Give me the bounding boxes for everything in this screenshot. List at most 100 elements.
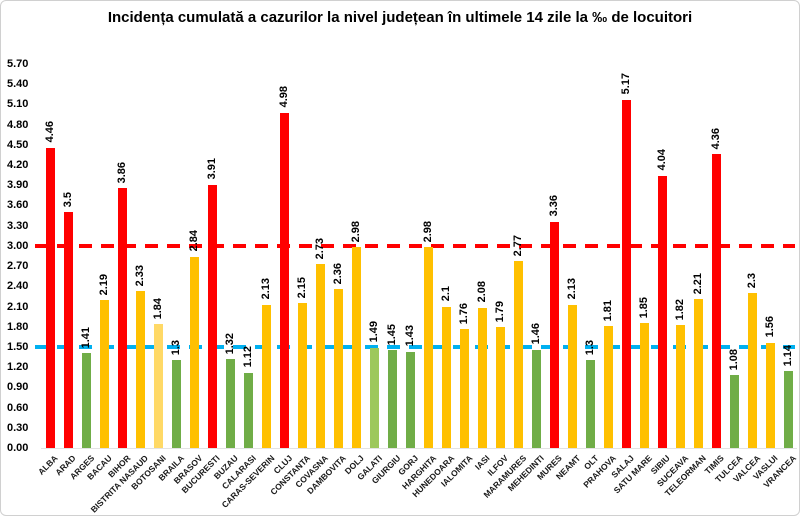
y-axis-tick-label: 2.70 [7,260,29,273]
y-axis-tick-label: 1.80 [7,320,29,333]
bar-value-label: 2.15 [295,276,308,299]
bar [189,256,199,448]
bar [99,300,109,448]
bar [711,154,721,448]
bar-value-label: 2.33 [133,264,146,287]
bar [351,247,361,448]
bar-value-label: 3.86 [115,161,128,183]
bar [405,351,415,448]
bar-value-label: 1.82 [673,298,686,321]
bar-value-label: 1.76 [457,303,470,325]
bar-value-label: 3.5 [61,191,74,208]
bar [495,327,505,448]
y-axis-tick-label: 5.10 [7,98,29,111]
y-axis-tick-label: 5.40 [7,78,29,91]
bar-value-label: 4.98 [277,86,290,108]
bar [441,306,451,448]
y-axis-tick-label: 3.90 [7,179,29,192]
bar-value-label: 2.3 [745,272,758,289]
bar-value-label: 1.3 [169,340,182,356]
bar [621,99,631,448]
bar-value-label: 2.13 [259,278,272,300]
bar [513,261,523,448]
bar-value-label: 4.46 [43,121,56,143]
bar [459,329,469,448]
bar [639,323,649,448]
y-axis-tick-label: 4.80 [7,118,29,131]
bar [243,372,253,448]
bar [171,360,181,448]
y-axis-tick-label: 2.40 [7,280,29,293]
bar [81,353,91,448]
bar-value-label: 2.98 [349,220,362,243]
chart-title: Incidența cumulată a cazurilor la nivel … [107,9,693,26]
y-axis-tick-label: 2.10 [7,300,29,313]
bar-value-label: 1.56 [763,316,776,338]
bar-value-label: 2.1 [439,286,452,302]
y-axis-tick-label: 5.70 [7,58,29,70]
bar [333,289,343,448]
y-axis-tick-label: 0.60 [7,401,29,414]
bar-value-label: 1.84 [151,297,164,320]
bar-value-label: 2.77 [511,234,524,257]
bar-value-label: 1.85 [637,296,650,319]
y-axis-tick-label: 3.60 [7,199,29,212]
bar [747,293,757,448]
bar [693,299,703,448]
y-axis-tick-label: 0.00 [7,442,29,454]
reference-line-3 [35,243,795,248]
bar-value-label: 1.41 [79,326,92,349]
bar [549,221,559,448]
y-axis-tick-label: 1.20 [7,361,29,374]
bar-value-label: 1.14 [781,344,794,367]
bar [369,347,379,448]
bar [675,325,685,448]
bar [567,304,577,448]
bar [207,184,217,448]
bar [387,350,397,448]
bar [261,304,271,448]
bar [531,349,541,448]
bar [477,307,487,448]
bar-value-label: 3.36 [547,195,560,217]
bar-value-label: 1.79 [493,301,506,323]
bar-value-label: 1.81 [601,299,614,322]
bar-value-label: 1.12 [241,346,254,368]
bar [783,371,793,448]
bar [729,375,739,448]
y-axis-tick-label: 3.30 [7,219,29,232]
bar [117,187,127,448]
bar-value-label: 4.04 [655,149,668,171]
bar-value-label: 2.19 [97,274,110,296]
bar [225,359,235,448]
bar-value-label: 2.08 [475,281,488,303]
bar [153,324,163,448]
bar [45,147,55,448]
y-axis-tick-label: 4.20 [7,159,29,172]
y-axis-tick-label: 1.50 [7,340,29,353]
bar [423,247,433,448]
y-axis-tick-label: 4.50 [7,138,29,151]
bar [135,291,145,448]
bar-value-label: 1.49 [367,321,380,343]
bar-value-label: 2.13 [565,278,578,300]
reference-line-1.5 [35,344,795,349]
bar-value-label: 3.91 [205,158,218,180]
bar-value-label: 2.84 [187,230,200,252]
y-axis-tick-label: 3.00 [7,239,29,252]
bar-value-label: 4.36 [709,127,722,150]
y-axis-tick-label: 0.30 [7,421,29,434]
bar [297,303,307,448]
bar-value-label: 5.17 [619,73,632,95]
bar-value-label: 1.08 [727,348,740,371]
bar-value-label: 2.21 [691,272,704,295]
bar [63,212,73,448]
bar-value-label: 1.3 [583,340,596,356]
bar-value-label: 2.73 [313,237,326,260]
bar [603,326,613,448]
bar [315,264,325,448]
bar [657,175,667,448]
bar [279,112,289,448]
plot-area: 4.46 3.5 1.41 2.19 3.86 2.33 1.84 1.3 2.84 3.91 1.… [35,64,797,449]
